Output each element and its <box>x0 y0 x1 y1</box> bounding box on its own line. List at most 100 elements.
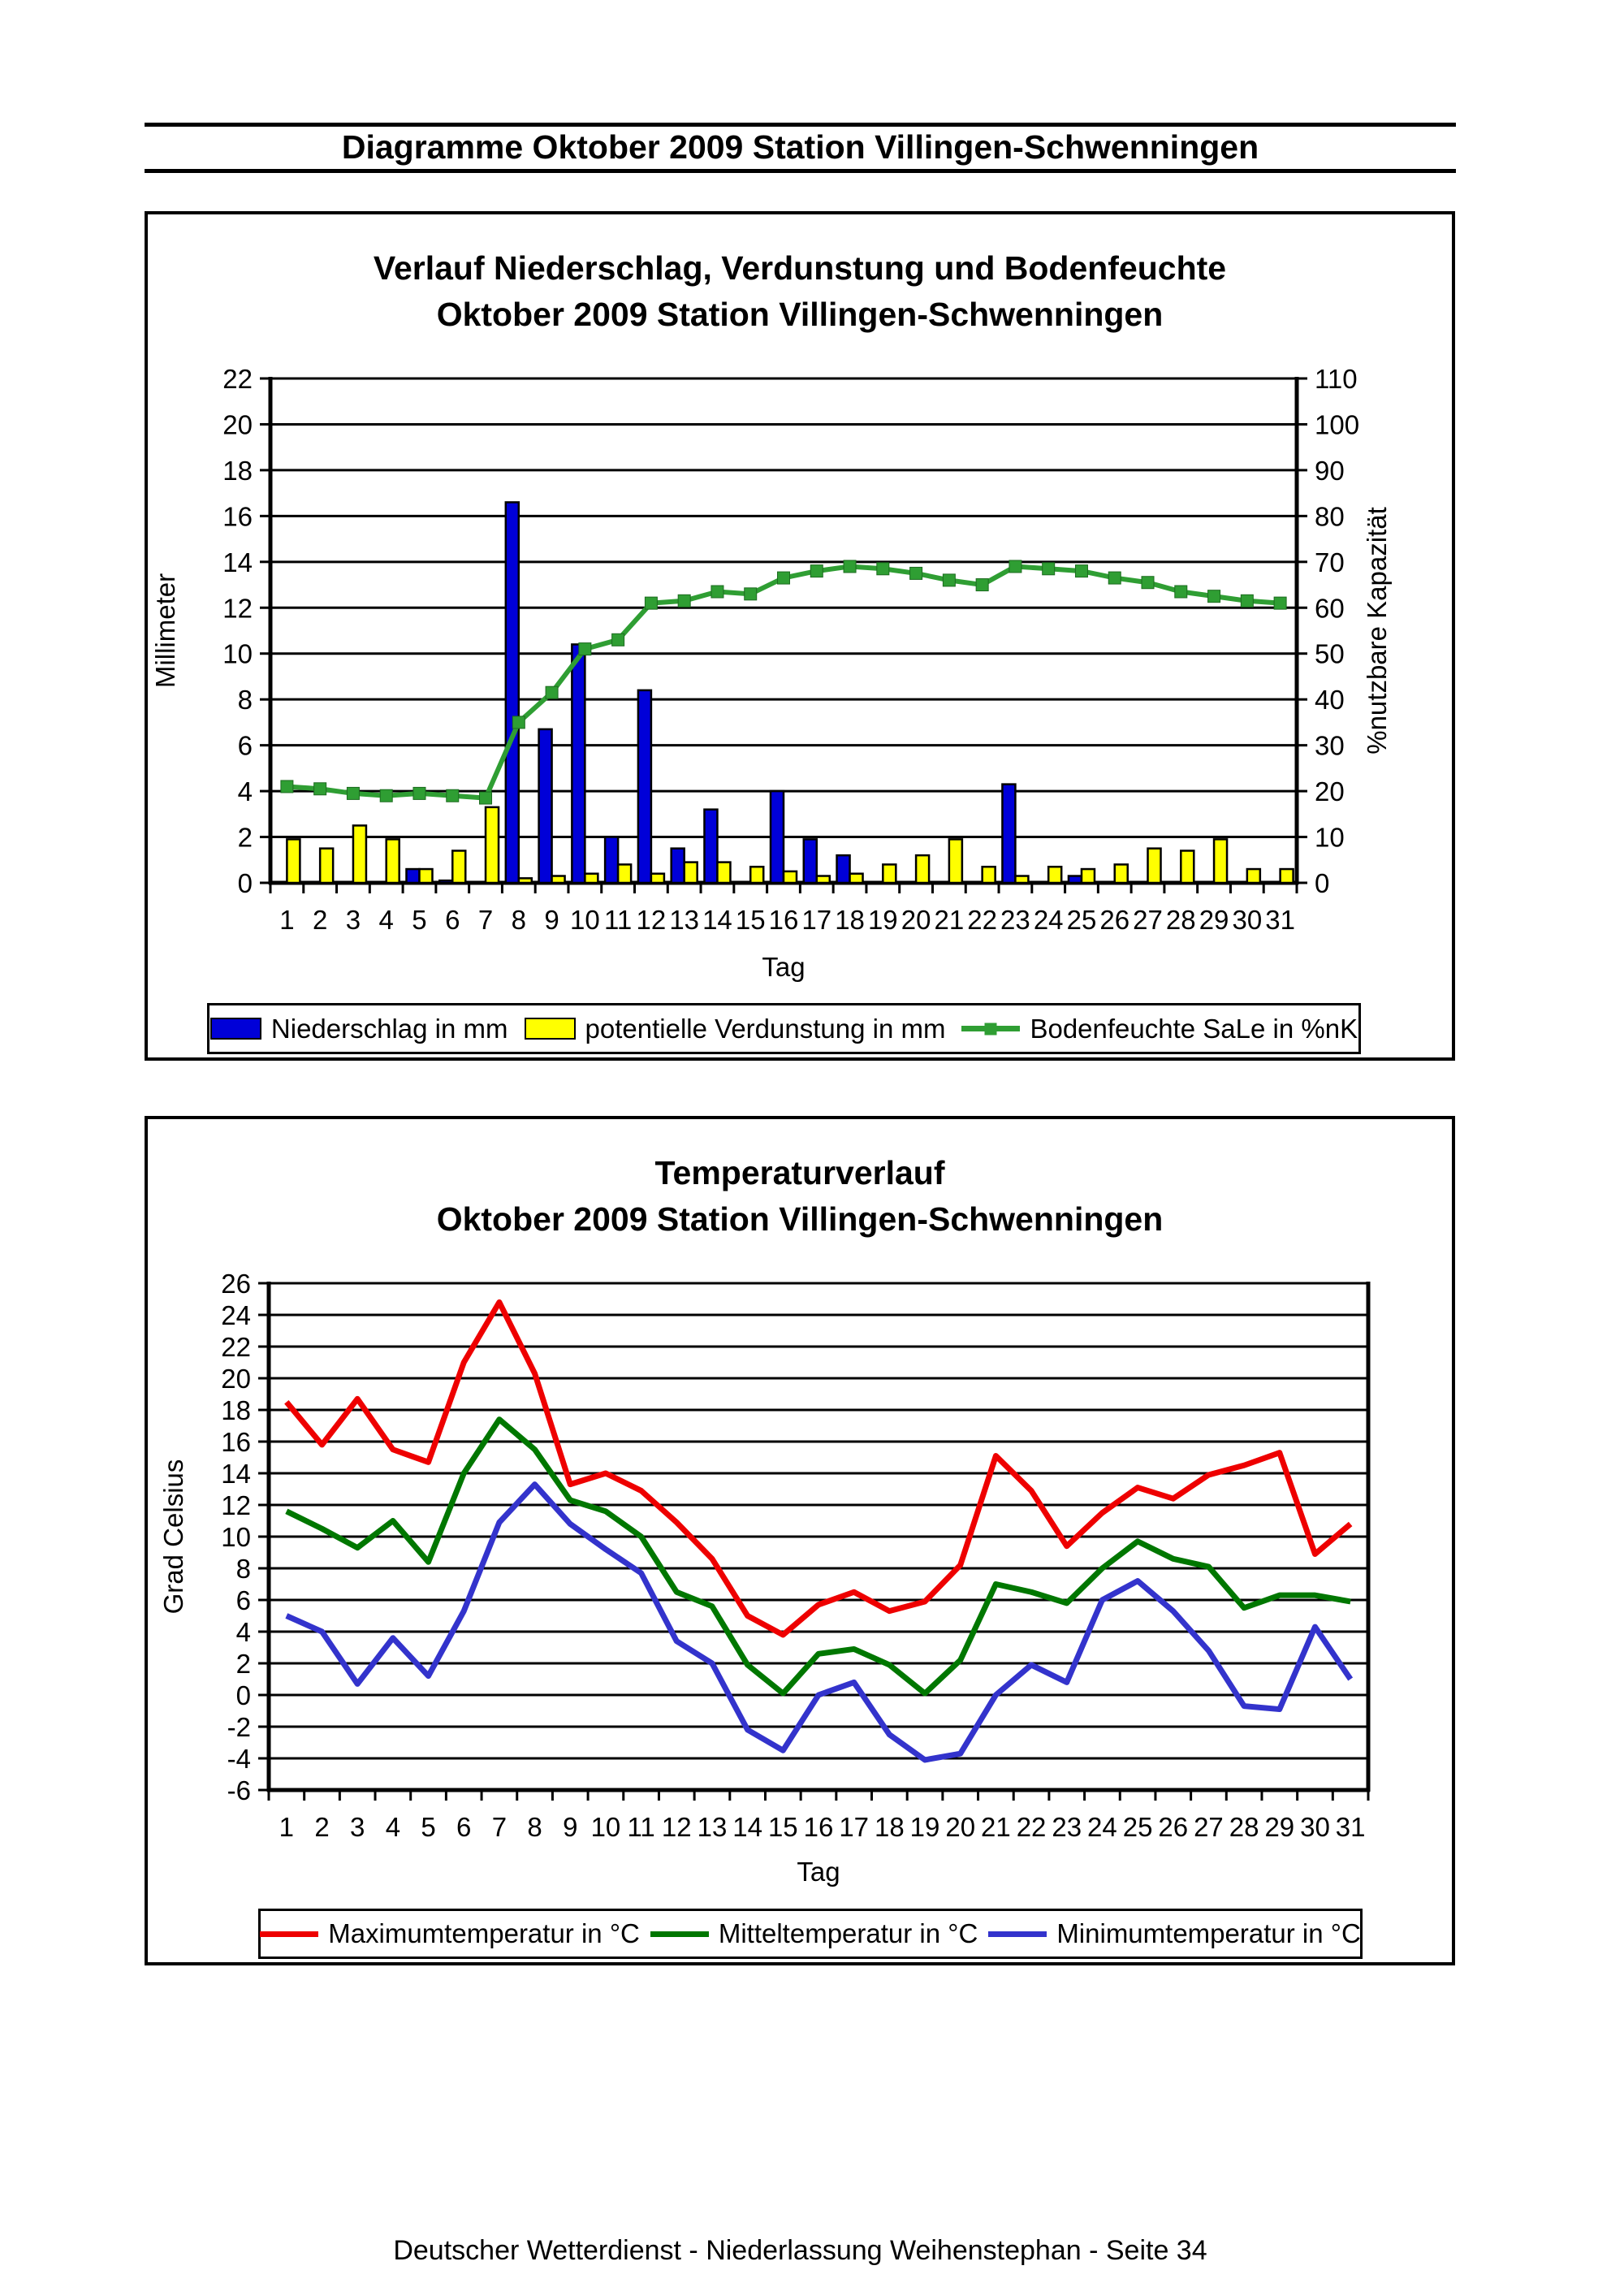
bodenfeuchte-marker <box>346 786 360 800</box>
x-tick-label: 10 <box>570 905 600 935</box>
verdunstung-bar <box>484 806 500 884</box>
verdunstung-bar <box>451 850 467 884</box>
verdunstung-bar <box>318 847 335 884</box>
y-tick-label-right: 70 <box>1315 547 1345 577</box>
bodenfeuchte-marker <box>1207 590 1221 603</box>
y-tick-label-right: 20 <box>1315 776 1345 806</box>
bodenfeuchte-marker <box>744 587 758 601</box>
verdunstung-bar <box>1080 867 1096 884</box>
x-tick-label: 18 <box>835 905 865 935</box>
verdunstung-bar <box>749 865 765 884</box>
chart2-title-line1: Temperaturverlauf <box>654 1154 945 1191</box>
verdunstung-bar <box>650 872 666 884</box>
y-tick-label: 16 <box>221 1427 251 1457</box>
y-tick-label: 10 <box>221 1522 251 1552</box>
legend-item-minimum: Minimumtemperatur in °C <box>988 1918 1361 1949</box>
legend-label: Maximumtemperatur in °C <box>328 1918 640 1948</box>
verdunstung-bar <box>1212 838 1229 884</box>
x-tick-label: 27 <box>1194 1812 1224 1842</box>
bodenfeuchte-marker <box>677 594 691 608</box>
chart1-legend: Niederschlag in mm potentielle Verdunstu… <box>207 1003 1361 1054</box>
y-tick-label-left: 14 <box>222 547 253 577</box>
bodenfeuchte-marker <box>545 685 559 699</box>
verdunstung-bar <box>1246 867 1262 884</box>
y-tick-label-right: 80 <box>1315 501 1345 531</box>
bodenfeuchte-marker <box>843 560 857 573</box>
x-tick-label: 19 <box>910 1812 940 1842</box>
bodenfeuchte-marker <box>512 716 525 729</box>
niederschlag-swatch <box>209 1018 261 1040</box>
y-tick-label-right: 0 <box>1315 868 1329 898</box>
x-tick-label: 14 <box>702 905 732 935</box>
x-tick-label: 4 <box>386 1812 400 1842</box>
x-tick-label: 26 <box>1099 905 1129 935</box>
legend-item-mittel: Mitteltemperatur in °C <box>650 1918 978 1949</box>
y-tick-label-right: 30 <box>1315 731 1345 761</box>
header-rule-top <box>145 123 1456 127</box>
niederschlag-bar <box>637 689 653 884</box>
x-tick-label: 28 <box>1229 1812 1259 1842</box>
x-tick-label: 16 <box>804 1812 834 1842</box>
x-tick-label: 19 <box>868 905 898 935</box>
niederschlag-bar <box>1067 875 1083 884</box>
verdunstung-bar <box>584 872 599 884</box>
y-axis-title: Grad Celsius <box>158 1459 188 1615</box>
verdunstung-bar <box>616 863 633 884</box>
x-tick-label: 16 <box>769 905 799 935</box>
x-tick-label: 29 <box>1264 1812 1294 1842</box>
y-axis-title-right: %nutzbare Kapazität <box>1362 507 1392 755</box>
y-tick-label: 18 <box>221 1395 251 1425</box>
x-tick-label: 5 <box>421 1812 435 1842</box>
minimumtemperatur-swatch <box>988 1931 1047 1937</box>
y-tick-label: 22 <box>221 1332 251 1362</box>
bodenfeuchte-marker <box>1240 594 1254 608</box>
x-tick-label: 27 <box>1133 905 1163 935</box>
legend-label: Bodenfeuchte SaLe in %nK <box>1030 1013 1358 1044</box>
mitteltemperatur-swatch <box>650 1931 709 1937</box>
legend-item-maximum: Maximumtemperatur in °C <box>260 1918 640 1949</box>
x-tick-label: 24 <box>1087 1812 1117 1842</box>
bodenfeuchte-marker <box>280 780 294 793</box>
maximumtemperatur-swatch <box>260 1931 319 1937</box>
verdunstung-bar <box>1014 875 1030 884</box>
x-tick-label: 21 <box>935 905 965 935</box>
x-tick-label: 30 <box>1300 1812 1330 1842</box>
y-tick-label: 12 <box>221 1490 251 1520</box>
bodenfeuchte-marker <box>446 789 460 802</box>
verdunstung-bar <box>352 824 368 884</box>
x-tick-label: 17 <box>839 1812 869 1842</box>
bodenfeuchte-marker <box>1108 571 1121 585</box>
bodenfeuchte-marker <box>313 782 327 796</box>
niederschlag-bar <box>769 789 785 884</box>
x-tick-label: 5 <box>412 905 426 935</box>
chart1-plot: 0246810121416182022010203040506070809010… <box>150 364 1392 982</box>
legend-item-niederschlag: Niederschlag in mm <box>209 1014 508 1044</box>
verdunstung-bar <box>1047 865 1063 884</box>
niederschlag-bar <box>603 836 620 884</box>
bodenfeuchte-marker <box>984 1023 997 1035</box>
y-tick-label: 20 <box>221 1364 251 1394</box>
maximumtemperatur-line <box>284 1299 1353 1638</box>
x-tick-label: 26 <box>1158 1812 1188 1842</box>
niederschlag-bar <box>1001 783 1017 884</box>
niederschlag-bar <box>538 728 553 884</box>
y-tick-label: 8 <box>236 1554 251 1584</box>
x-tick-label: 25 <box>1123 1812 1153 1842</box>
bodenfeuchte-marker <box>876 562 890 576</box>
verdunstung-bar <box>1147 847 1162 884</box>
x-tick-label: 22 <box>1017 1812 1047 1842</box>
x-tick-label: 9 <box>544 905 559 935</box>
y-tick-label: 24 <box>221 1300 251 1330</box>
legend-item-verdunstung: potentielle Verdunstung in mm <box>524 1014 945 1044</box>
chart2-title: Temperaturverlauf Oktober 2009 Station V… <box>148 1150 1452 1243</box>
y-tick-label-right: 90 <box>1315 456 1345 486</box>
y-tick-label-left: 12 <box>222 593 253 623</box>
verdunstung-bar <box>1279 867 1294 884</box>
niederschlag-bar <box>571 643 586 884</box>
y-tick-label-left: 2 <box>238 823 253 853</box>
y-tick-label-left: 6 <box>238 731 253 761</box>
x-tick-label: 15 <box>736 905 766 935</box>
bodenfeuchte-line <box>287 564 1281 801</box>
bodenfeuchte-marker <box>479 791 493 805</box>
bodenfeuchte-marker <box>942 573 956 587</box>
